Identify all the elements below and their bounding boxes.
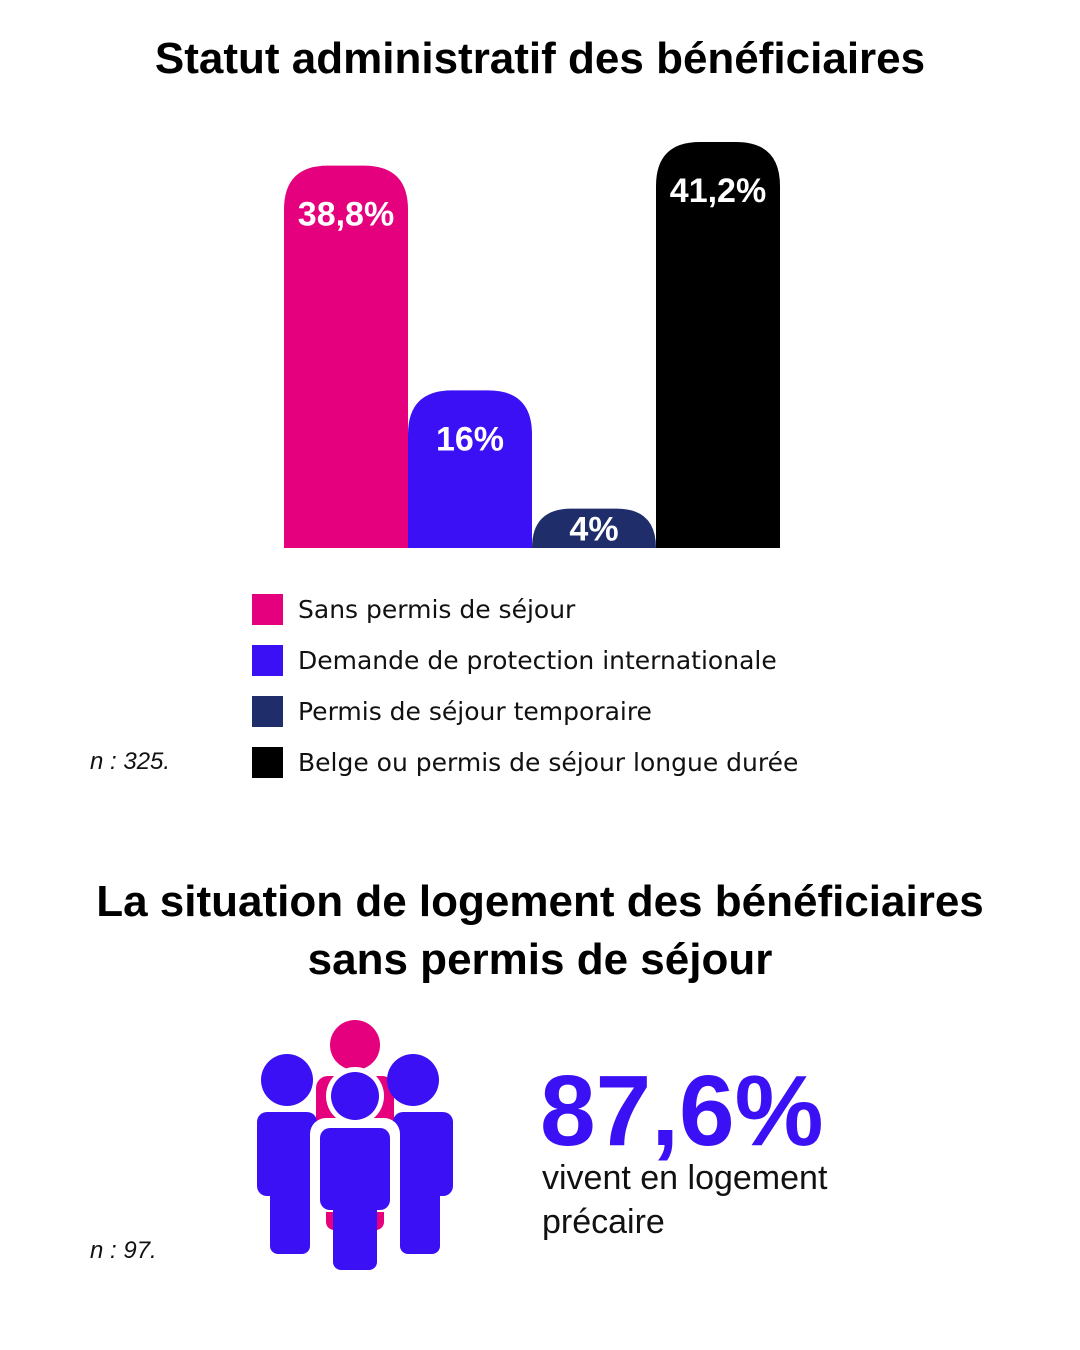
- legend-swatch: [252, 747, 283, 778]
- legend-item: Permis de séjour temporaire: [252, 686, 798, 737]
- housing-title-line-2: sans permis de séjour: [307, 935, 773, 984]
- housing-stat-value: 87,6%: [540, 1055, 824, 1167]
- bar-2: [408, 390, 532, 548]
- legend-swatch: [252, 696, 283, 727]
- bar-1-value-label: 38,8%: [298, 196, 394, 234]
- legend-item: Demande de protection internationale: [252, 635, 798, 686]
- bar-4-value-label: 41,2%: [670, 172, 766, 210]
- legend-label: Permis de séjour temporaire: [298, 697, 652, 726]
- sample-size-note: n : 325.: [90, 748, 171, 775]
- chart-legend: Sans permis de séjour Demande de protecti…: [252, 584, 798, 788]
- legend-swatch: [252, 594, 283, 625]
- bar-3-value-label: 4%: [569, 510, 618, 548]
- housing-stat-caption: vivent en logement précaire: [542, 1159, 828, 1241]
- legend-label: Demande de protection internationale: [298, 646, 777, 675]
- legend-label: Sans permis de séjour: [298, 595, 576, 624]
- bar-4: [656, 142, 780, 548]
- bar-1: [284, 165, 408, 548]
- legend-label: Belge ou permis de séjour longue durée: [298, 748, 799, 777]
- group-of-people-icon: [257, 1020, 453, 1270]
- bar-chart: 38,8% 16% 4% 41,2%: [284, 142, 780, 548]
- bar-2-value-label: 16%: [436, 420, 504, 458]
- chart-title: Statut administratif des bénéficiaires: [154, 34, 926, 83]
- bar-3: [532, 508, 656, 548]
- housing-section-title: La situation de logement des bénéficiair…: [0, 873, 1080, 989]
- housing-title-line-1: La situation de logement des bénéficiair…: [96, 877, 984, 926]
- housing-sample-size-note: n : 97.: [90, 1237, 157, 1264]
- legend-item: Sans permis de séjour: [252, 584, 798, 635]
- legend-swatch: [252, 645, 283, 676]
- legend-item: Belge ou permis de séjour longue durée: [252, 737, 798, 788]
